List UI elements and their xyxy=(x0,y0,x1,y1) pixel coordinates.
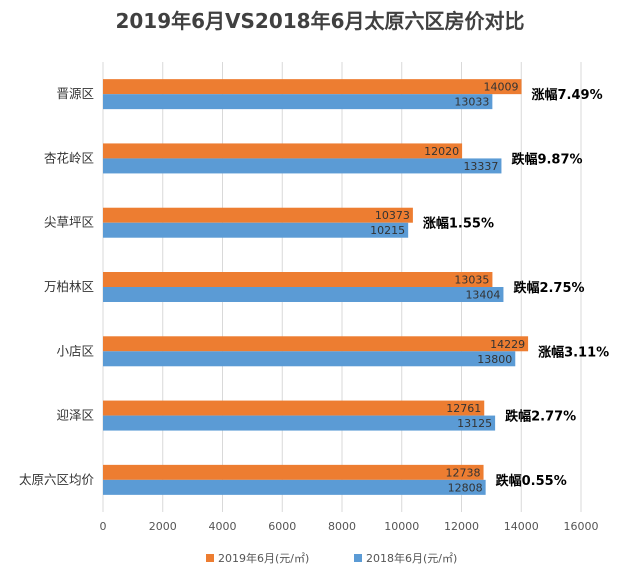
bar-2018 xyxy=(103,287,504,302)
data-label: 13033 xyxy=(454,96,489,109)
x-tick-label: 4000 xyxy=(209,520,237,533)
bar-2019 xyxy=(103,207,413,223)
category-label: 杏花岭区 xyxy=(44,150,94,165)
data-label: 12738 xyxy=(446,466,481,479)
bar-2018 xyxy=(103,222,409,238)
category-label: 小店区 xyxy=(56,343,94,358)
data-label: 12020 xyxy=(424,145,459,158)
bar-2019 xyxy=(103,400,485,416)
category-label: 晋源区 xyxy=(56,86,94,101)
labels: 晋源区 14009 13033 涨幅7.49% 杏花岭区 12020 13337 跌幅9.87… xyxy=(19,81,609,495)
x-tick-label: 6000 xyxy=(268,520,296,533)
chart-title: 2019年6月VS2018年6月太原六区房价对比 xyxy=(115,9,524,33)
category-label: 万柏林区 xyxy=(44,279,94,294)
change-annotation: 跌幅2.77% xyxy=(505,409,576,425)
category-label: 尖草坪区 xyxy=(44,215,94,230)
legend-swatch xyxy=(354,554,362,562)
bar-2019 xyxy=(103,336,529,352)
bar-2018 xyxy=(103,94,493,110)
change-annotation: 跌幅9.87% xyxy=(511,151,582,167)
data-label: 12808 xyxy=(448,481,483,494)
legend-label: 2019年6月(元/㎡) xyxy=(218,551,309,565)
data-label: 13404 xyxy=(465,289,500,302)
legend-swatch xyxy=(206,554,214,562)
change-annotation: 涨幅1.55% xyxy=(422,216,494,232)
bar-2018 xyxy=(103,158,502,174)
bar-2018 xyxy=(103,415,496,431)
data-label: 12761 xyxy=(446,402,481,415)
x-axis-ticks: 0 2000 4000 6000 8000 10000 12000 14000 16000 xyxy=(100,520,599,533)
category-label: 迎泽区 xyxy=(56,408,94,423)
bars xyxy=(103,79,529,495)
bar-2019 xyxy=(103,143,463,159)
bar-2018 xyxy=(103,351,516,367)
change-annotation: 涨幅3.11% xyxy=(537,344,609,360)
x-tick-label: 14000 xyxy=(504,520,539,533)
legend: 2019年6月(元/㎡) 2018年6月(元/㎡) xyxy=(206,551,457,565)
change-annotation: 跌幅0.55% xyxy=(496,473,567,489)
data-label: 14009 xyxy=(484,81,519,94)
bar-2019 xyxy=(103,464,484,480)
x-tick-label: 0 xyxy=(100,520,107,533)
legend-label: 2018年6月(元/㎡) xyxy=(366,551,457,565)
data-label: 10373 xyxy=(375,209,410,222)
x-tick-label: 8000 xyxy=(328,520,356,533)
x-tick-label: 10000 xyxy=(384,520,419,533)
data-label: 14229 xyxy=(490,338,525,351)
change-annotation: 跌幅2.75% xyxy=(513,280,584,296)
data-label: 13800 xyxy=(477,353,512,366)
bar-2018 xyxy=(103,479,486,495)
x-tick-label: 16000 xyxy=(564,520,599,533)
bar-2019 xyxy=(103,79,522,95)
data-label: 13337 xyxy=(463,160,498,173)
x-tick-label: 2000 xyxy=(149,520,177,533)
bar-2019 xyxy=(103,272,493,287)
category-label: 太原六区均价 xyxy=(19,472,95,487)
data-label: 10215 xyxy=(370,224,405,237)
change-annotation: 涨幅7.49% xyxy=(531,87,603,103)
data-label: 13125 xyxy=(457,417,492,430)
x-tick-label: 12000 xyxy=(444,520,479,533)
data-label: 13035 xyxy=(454,274,489,287)
